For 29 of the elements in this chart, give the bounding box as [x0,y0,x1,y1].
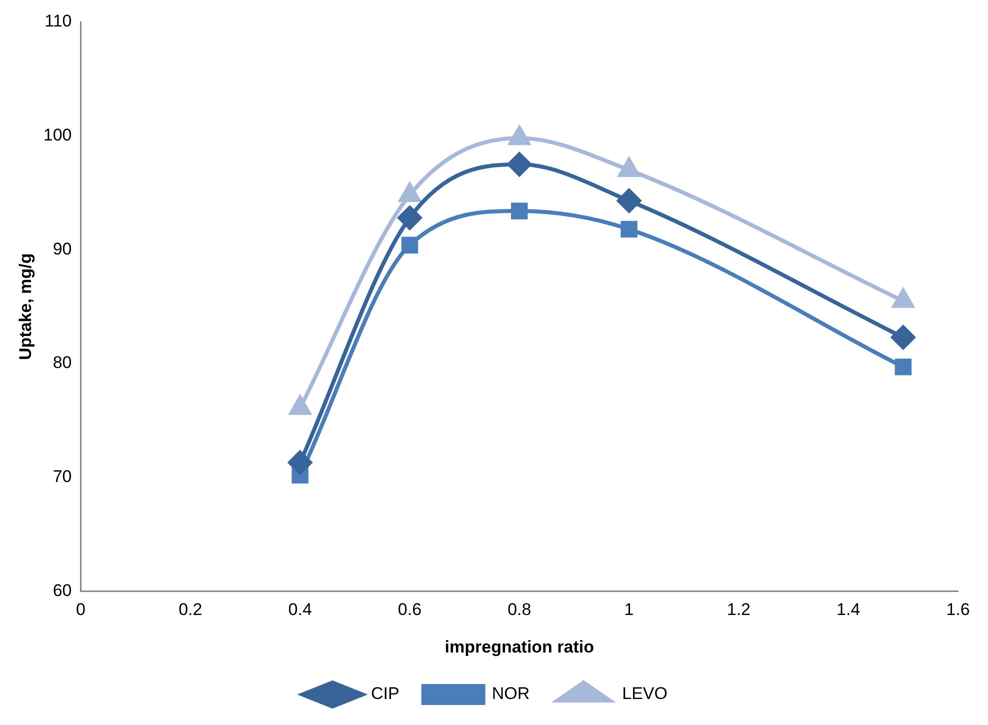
x-tick-label: 1.4 [836,600,860,620]
point [511,202,528,220]
x-tick-label: 0.4 [288,600,312,620]
x-tick-label: 0.6 [398,600,422,620]
point [620,220,638,238]
legend-label: LEVO [622,684,668,704]
legend-label: CIP [371,684,400,704]
point [288,450,312,475]
x-tick-label: 1.2 [726,600,751,620]
legend-label: NOR [492,684,530,704]
x-tick-label: 1 [624,600,634,620]
point [894,358,912,376]
x-axis-title: impregnation ratio [444,637,594,656]
point [507,152,532,176]
x-tick-label: 0.8 [508,600,532,620]
point [398,206,422,230]
y-tick-label: 100 [43,126,72,145]
x-tick-label: 1.6 [946,600,970,620]
y-tick-label: 70 [52,467,72,486]
y-tick-label: 60 [52,580,72,600]
y-axis-title: Uptake, mg/g [16,253,35,360]
x-tick-label: 0.2 [178,600,202,620]
point [891,325,916,350]
y-tick-label: 110 [44,12,72,31]
point [401,236,418,254]
y-tick-label: 90 [52,239,72,258]
x-tick-label: 0 [76,600,86,620]
point [617,188,642,213]
y-tick-label: 80 [52,353,72,372]
